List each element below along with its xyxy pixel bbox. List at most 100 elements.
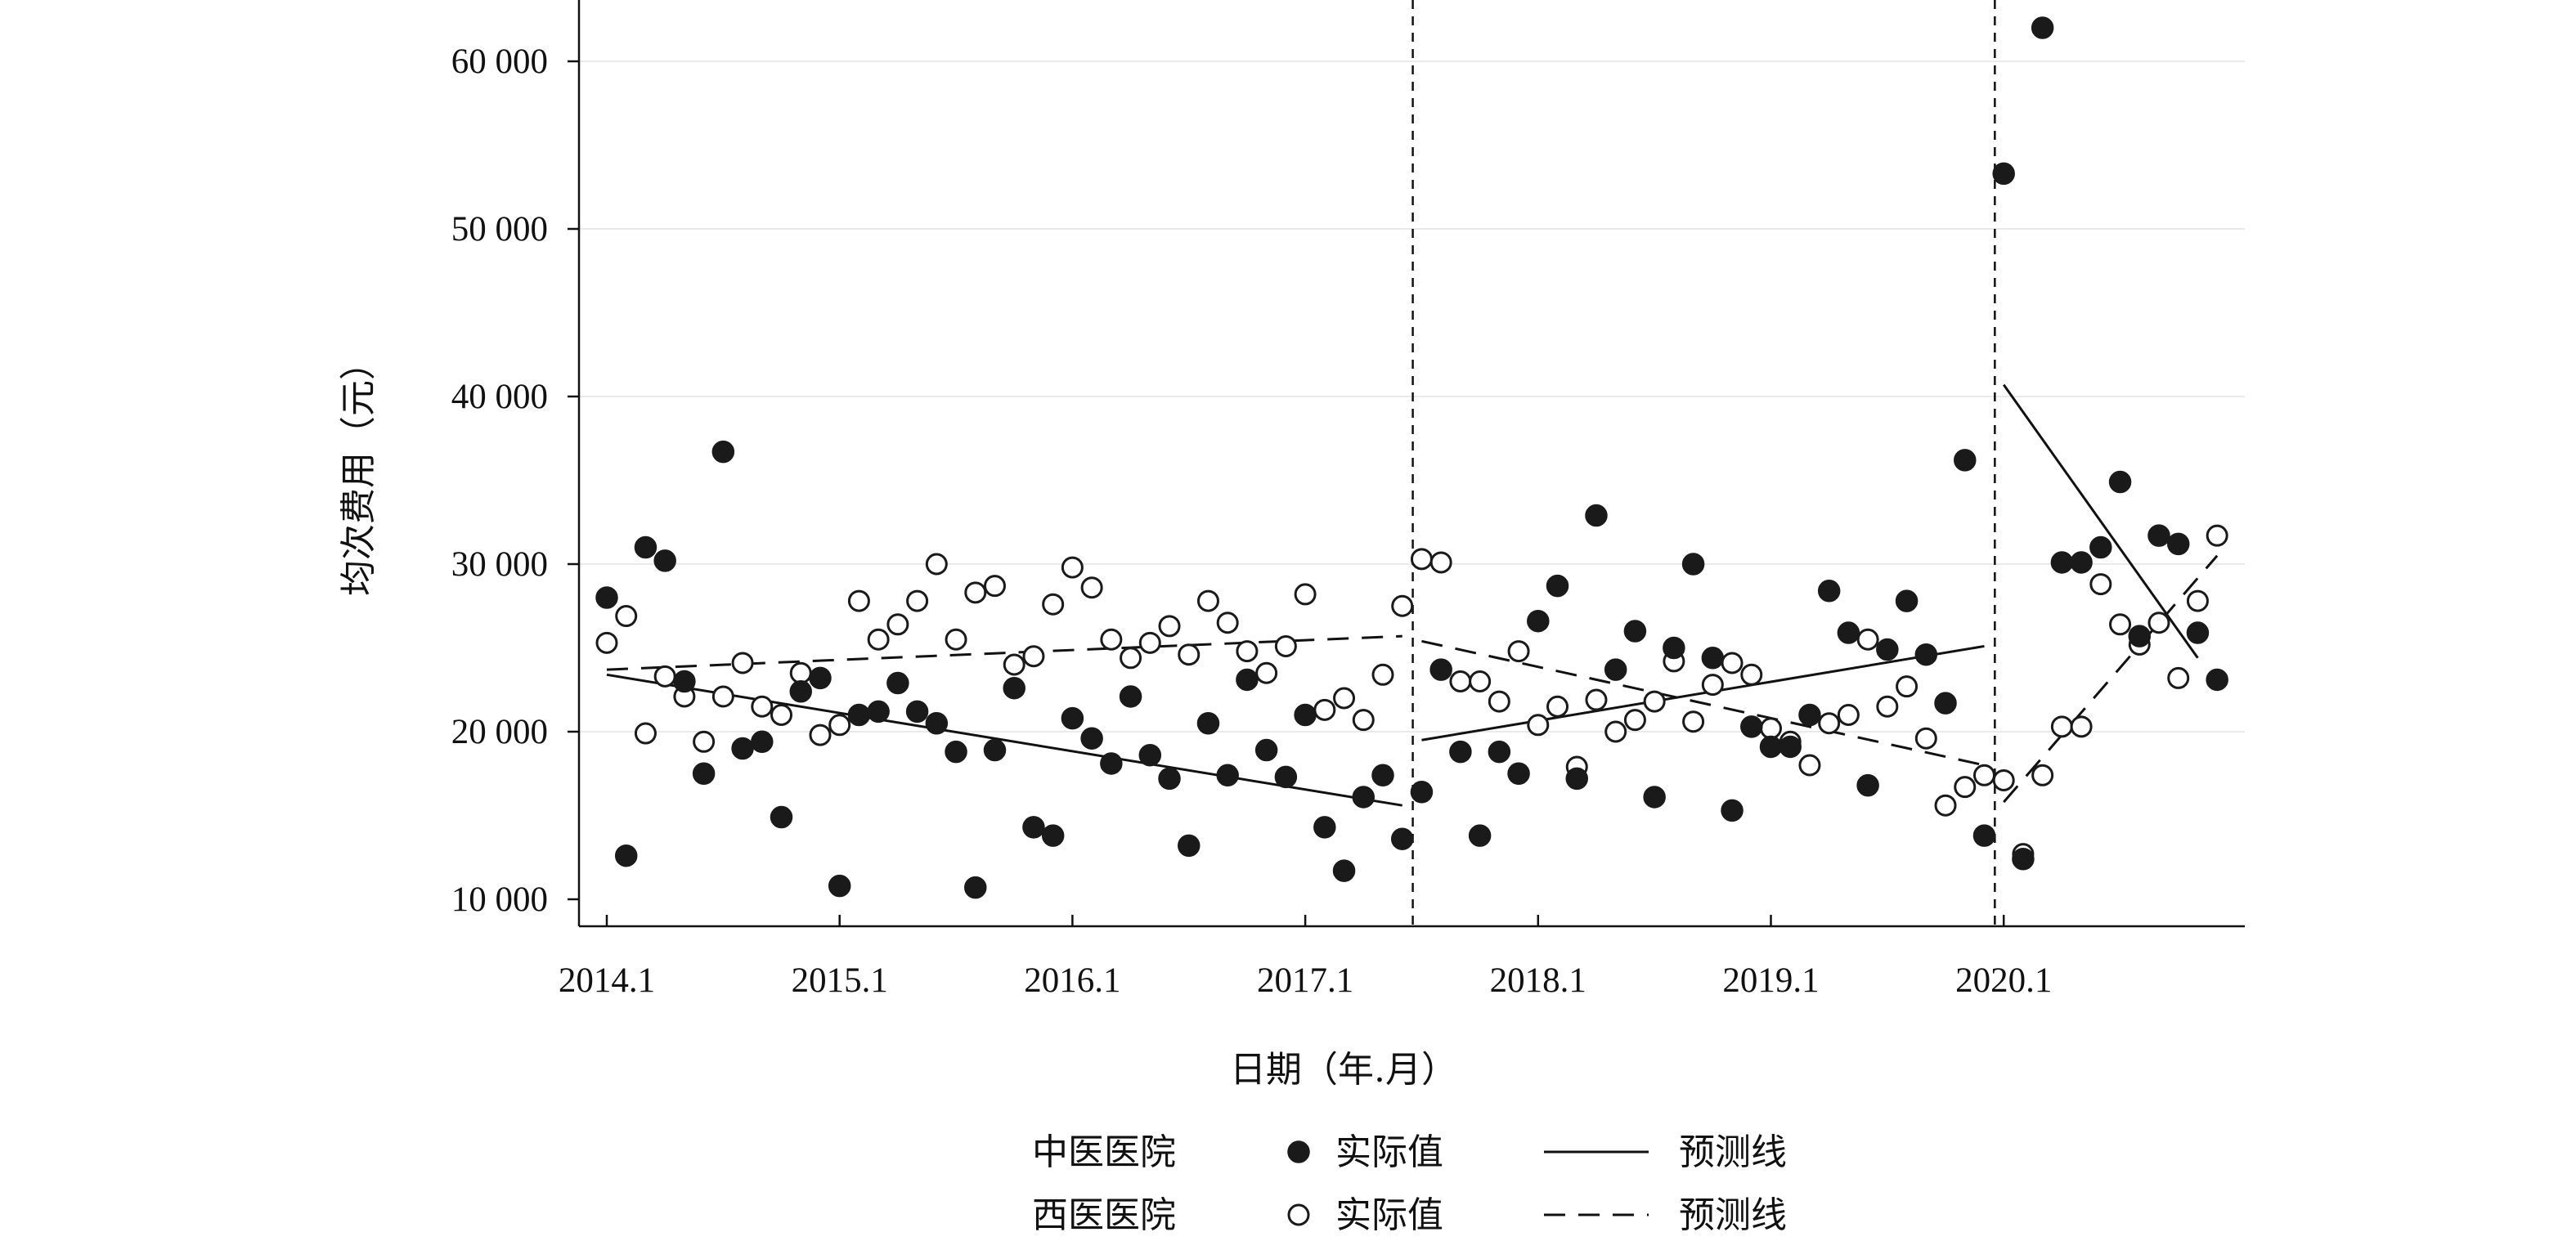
tcm-point [1507, 762, 1530, 785]
western-point [1585, 688, 1608, 711]
western-point [1255, 661, 1278, 684]
western-point [1080, 576, 1103, 599]
western-point [653, 665, 676, 688]
legend-line-label: 预测线 [1679, 1194, 1787, 1236]
tcm-point [1895, 589, 1919, 612]
western-point [925, 553, 948, 576]
western-point [1158, 615, 1181, 638]
tcm-point [1488, 740, 1511, 764]
western-point [751, 695, 774, 718]
tcm-point [1196, 712, 1220, 735]
tcm-point [1236, 668, 1259, 692]
tcm-point [751, 730, 774, 754]
tcm-point [1313, 816, 1336, 839]
western-point [1352, 709, 1375, 732]
western-point [1972, 764, 1995, 786]
western-point [595, 631, 618, 654]
western-point [1216, 612, 1239, 634]
tcm-point [1604, 658, 1627, 681]
tcm-point [847, 703, 871, 727]
western-point [2109, 613, 2132, 636]
western-point [634, 722, 657, 745]
tcm-point [2147, 524, 2170, 547]
tcm-point [1623, 620, 1647, 643]
tcm-point [770, 805, 793, 829]
tcm-point [595, 586, 618, 609]
tcm-point [925, 712, 949, 735]
tcm-point [809, 666, 832, 690]
data-points [595, 16, 2228, 899]
tcm-point [1119, 685, 1142, 708]
x-axis-title: 日期（年.月） [1230, 1049, 1457, 1091]
tcm-point [1138, 743, 1162, 767]
western-point [1856, 628, 1879, 651]
tcm-point [1294, 703, 1317, 727]
western-point [770, 704, 793, 726]
western-point [809, 724, 832, 746]
western-point [1914, 727, 1937, 750]
tcm-point [1663, 636, 1685, 660]
tcm-point [1779, 735, 1802, 759]
western-point [1236, 640, 1259, 663]
tcm-point [1817, 580, 1841, 603]
western-point [2147, 612, 2170, 634]
tcm-point [2031, 16, 2054, 39]
y-tick-label: 20 000 [451, 713, 548, 751]
tcm-point [1954, 449, 1977, 472]
western-point [1507, 640, 1530, 663]
tcm-point [1061, 706, 1084, 730]
western-point [1138, 631, 1161, 654]
tcm-point [1332, 859, 1356, 882]
western-point [886, 613, 909, 636]
tcm-point [2070, 551, 2093, 574]
western-point [1371, 663, 1394, 686]
tcm-point [634, 535, 657, 559]
western-point [1721, 652, 1744, 674]
tcm-point [1468, 824, 1492, 847]
tcm-point [653, 549, 676, 572]
tcm-point [1585, 504, 1608, 527]
tcm-point [2012, 848, 2035, 871]
legend-point-label: 实际值 [1335, 1131, 1443, 1173]
western-point [615, 605, 638, 628]
tcm-point [1100, 752, 1123, 775]
y-tick-label: 50 000 [451, 210, 548, 249]
western-point [1701, 674, 1724, 697]
western-point [2031, 764, 2054, 786]
tcm-point [673, 670, 696, 693]
intervention-lines [1411, 0, 1996, 926]
western-point [906, 589, 929, 612]
x-tick-label: 2018.1 [1490, 961, 1586, 1000]
western-point [1061, 556, 1084, 579]
tcm-point [1992, 162, 2015, 186]
tcm-point [1352, 786, 1376, 809]
tcm-point [711, 440, 735, 464]
tcm-point [1914, 643, 1938, 666]
western-point [1896, 675, 1919, 698]
tcm-point [2108, 470, 2132, 494]
tcm-point [1003, 676, 1025, 700]
x-tick-label: 2017.1 [1257, 961, 1353, 1000]
tcm-point [692, 762, 716, 785]
western-trend-line [606, 634, 1402, 671]
tcm-point [1216, 764, 1239, 787]
western-point [1818, 712, 1841, 735]
western-point [1837, 704, 1860, 726]
tcm-point [905, 700, 929, 724]
western-point [693, 730, 716, 753]
tcm-point [1759, 735, 1783, 759]
tcm-point [614, 844, 638, 867]
western-point [964, 581, 987, 604]
western-point [2070, 715, 2093, 738]
western-point [1333, 687, 1356, 710]
western-point [711, 685, 734, 708]
western-point [789, 661, 812, 684]
tcm-point [1934, 692, 1957, 715]
western-point [847, 589, 870, 612]
western-point [945, 628, 967, 651]
western-trend-line [1421, 639, 1985, 767]
tcm-trend-line [2002, 383, 2199, 659]
x-tick-label: 2014.1 [559, 961, 655, 1000]
